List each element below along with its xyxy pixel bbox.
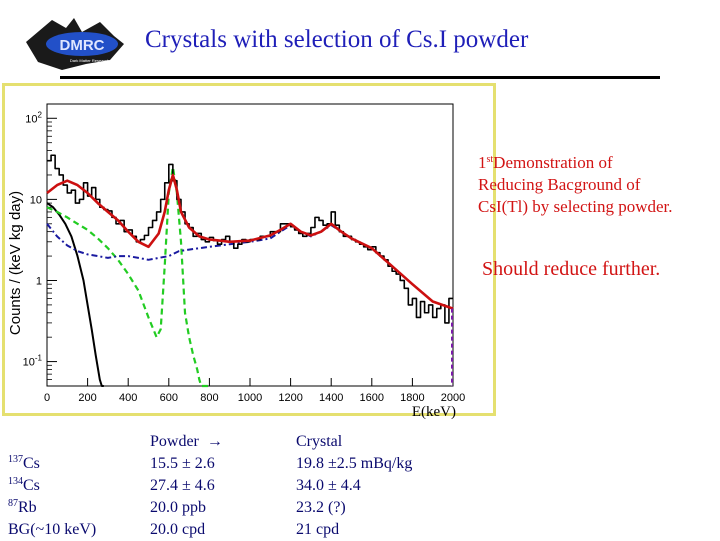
powder-value: 15.5 ± 2.6 — [150, 455, 215, 472]
crystal-value: 23.2 (?) — [296, 499, 346, 516]
crystal-column: Crystal 19.8 ±2.5 mBq/kg 34.0 ± 4.4 23.2… — [296, 431, 412, 541]
isotope-symbol: BG(~10 keV) — [8, 521, 97, 538]
dmrc-logo: DMRC Dark Matter Research Center — [22, 14, 130, 74]
demo-line-2: Reducing Bacground of — [478, 175, 641, 194]
demo-line-1: 1stDemonstration of — [478, 153, 613, 172]
series-total — [46, 173, 454, 310]
plot-area — [46, 103, 454, 387]
x-tick-label: 1800 — [400, 392, 424, 404]
crystal-value: 19.8 ±2.5 mBq/kg — [296, 455, 413, 472]
y-tick-label: 102 — [25, 110, 42, 125]
isotope-mass: 87 — [8, 498, 18, 509]
reduce-further-note: Should reduce further. — [482, 258, 661, 280]
title-rule — [60, 76, 660, 79]
x-tick-label: 1600 — [360, 392, 384, 404]
isotope-mass: 134 — [8, 476, 23, 487]
series-k40 — [46, 202, 104, 387]
series-cs134 — [46, 223, 454, 310]
powder-column: Powder → 15.5 ± 2.6 27.4 ± 4.6 20.0 ppb … — [150, 431, 223, 541]
arrow-right-icon: → — [206, 433, 223, 450]
isotope-mass: 137 — [8, 454, 23, 465]
y-tick-label: 10-1 — [23, 354, 43, 369]
y-tick-label: 1 — [36, 275, 42, 287]
logo-text: DMRC — [60, 37, 105, 54]
isotope-symbol: Rb — [18, 499, 37, 516]
x-tick-label: 400 — [119, 392, 137, 404]
x-tick-label: 200 — [78, 392, 96, 404]
x-axis-label: E(keV) — [412, 404, 456, 420]
demo-line-3: CsI(Tl) by selecting powder. — [478, 197, 673, 216]
series-cs137 — [46, 166, 210, 388]
x-tick-label: 1200 — [278, 392, 302, 404]
x-tick-label: 1400 — [319, 392, 343, 404]
crystal-value: 34.0 ± 4.4 — [296, 477, 361, 494]
powder-value: 27.4 ± 4.6 — [150, 477, 215, 494]
demo-sup: st — [486, 154, 494, 165]
isotope-row: 134Cs — [8, 475, 96, 497]
y-axis-label: Counts / (keV kg day) — [7, 191, 24, 335]
isotope-row: 87Rb — [8, 497, 96, 519]
demo-line-1-text: Demonstration of — [493, 153, 613, 172]
isotope-row: 137Cs — [8, 453, 96, 475]
x-tick-label: 2000 — [441, 392, 465, 404]
powder-header-label: Powder — [150, 433, 199, 450]
page-title: Crystals with selection of Cs.I powder — [145, 26, 529, 53]
x-tick-label: 800 — [200, 392, 218, 404]
isotope-symbol: Cs — [23, 455, 40, 472]
logo-subtitle: Dark Matter Research Center — [70, 58, 123, 63]
x-tick-label: 1000 — [238, 392, 262, 404]
crystal-header: Crystal — [296, 433, 343, 450]
powder-header: Powder → — [150, 431, 223, 453]
isotope-symbol: Cs — [23, 477, 40, 494]
y-tick-label: 10 — [30, 194, 42, 206]
x-tick-label: 0 — [44, 392, 50, 404]
series-data — [47, 154, 453, 324]
powder-value: 20.0 cpd — [150, 521, 206, 538]
isotope-row: BG(~10 keV) — [8, 519, 96, 541]
crystal-value: 21 cpd — [296, 521, 340, 538]
spectrum-chart: 0 200 400 600 800 1000 1200 1400 1600 1800 2000 102… — [7, 103, 465, 420]
plot-frame — [2, 83, 496, 416]
powder-value: 20.0 ppb — [150, 499, 206, 516]
isotope-column: 137Cs 134Cs 87Rb BG(~10 keV) — [8, 453, 96, 541]
demonstration-note: 1stDemonstration of Reducing Bacground o… — [478, 152, 718, 218]
x-tick-label: 600 — [160, 392, 178, 404]
